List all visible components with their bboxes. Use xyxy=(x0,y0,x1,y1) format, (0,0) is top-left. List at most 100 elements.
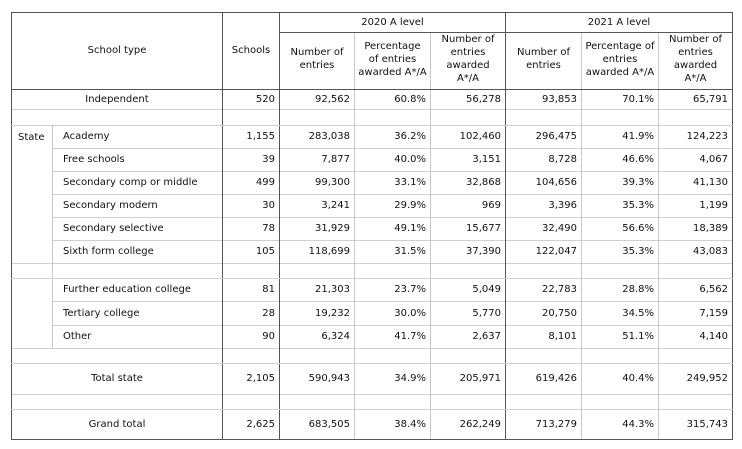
cell-pct-2020: 23.7% xyxy=(354,278,431,301)
cell-awarded-2020: 5,770 xyxy=(430,300,506,325)
cell-schools: 78 xyxy=(222,216,280,240)
cell-schools: 39 xyxy=(222,147,280,171)
cell-schools: 81 xyxy=(222,278,280,301)
table-row-independent: Independent 520 92,562 60.8% 56,278 93,8… xyxy=(11,89,733,109)
cell-pct-2021: 35.3% xyxy=(581,193,659,217)
table-row: Other 90 6,324 41.7% 2,637 8,101 51.1% 4… xyxy=(12,324,733,348)
cell-pct-2020: 41.7% xyxy=(354,324,431,348)
cell-pct-2020: 34.9% xyxy=(354,363,431,394)
cell-pct-2020: 36.2% xyxy=(354,125,431,148)
cell-pct-2021: 41.9% xyxy=(581,125,659,148)
cell-awarded-2021: 43,083 xyxy=(658,239,733,263)
header-2020: 2020 A level xyxy=(279,12,506,33)
row-label: Grand total xyxy=(11,409,223,440)
cell-schools: 520 xyxy=(222,89,280,109)
row-label: Other xyxy=(52,324,223,348)
cell-schools: 105 xyxy=(222,239,280,263)
row-label: Academy xyxy=(52,125,223,148)
cell-awarded-2020: 56,278 xyxy=(430,89,506,109)
table-row: Sixth form college 105 118,699 31.5% 37,… xyxy=(12,239,733,263)
cell-entries-2021: 20,750 xyxy=(505,300,582,325)
cell-pct-2020: 49.1% xyxy=(354,216,431,240)
cell-awarded-2020: 969 xyxy=(430,193,506,217)
row-label: Further education college xyxy=(52,278,223,301)
cell-pct-2021: 46.6% xyxy=(581,147,659,171)
cell-pct-2020: 38.4% xyxy=(354,409,431,440)
cell-entries-2021: 713,279 xyxy=(505,409,582,440)
table-row-grand-total: Grand total 2,625 683,505 38.4% 262,249 … xyxy=(11,409,733,440)
cell-awarded-2021: 18,389 xyxy=(658,216,733,240)
cell-pct-2020: 40.0% xyxy=(354,147,431,171)
table-row-total-state: Total state 2,105 590,943 34.9% 205,971 … xyxy=(11,363,733,394)
cell-entries-2021: 22,783 xyxy=(505,278,582,301)
cell-entries-2020: 21,303 xyxy=(279,278,355,301)
cell-entries-2020: 683,505 xyxy=(279,409,355,440)
table-row: Secondary selective 78 31,929 49.1% 15,6… xyxy=(12,216,733,240)
cell-awarded-2020: 32,868 xyxy=(430,170,506,194)
header-pct-2020: Percentage of entries awarded A*/A xyxy=(354,32,431,85)
cell-awarded-2020: 37,390 xyxy=(430,239,506,263)
table-row: Free schools 39 7,877 40.0% 3,151 8,728 … xyxy=(12,147,733,171)
row-label: Secondary selective xyxy=(52,216,223,240)
cell-entries-2021: 3,396 xyxy=(505,193,582,217)
cell-schools: 2,105 xyxy=(222,363,280,394)
cell-awarded-2020: 262,249 xyxy=(430,409,506,440)
cell-schools: 28 xyxy=(222,300,280,325)
cell-pct-2021: 35.3% xyxy=(581,239,659,263)
cell-entries-2020: 283,038 xyxy=(279,125,355,148)
row-label: Total state xyxy=(11,363,223,394)
cell-awarded-2021: 65,791 xyxy=(658,89,733,109)
table-row: Tertiary college 28 19,232 30.0% 5,770 2… xyxy=(12,300,733,325)
cell-entries-2020: 590,943 xyxy=(279,363,355,394)
cell-pct-2021: 70.1% xyxy=(581,89,659,109)
cell-entries-2020: 19,232 xyxy=(279,300,355,325)
cell-pct-2021: 51.1% xyxy=(581,324,659,348)
row-label: Secondary modern xyxy=(52,193,223,217)
cell-pct-2020: 30.0% xyxy=(354,300,431,325)
a-level-results-table: School type Schools 2020 A level 2021 A … xyxy=(11,12,733,440)
cell-entries-2020: 6,324 xyxy=(279,324,355,348)
cell-entries-2021: 296,475 xyxy=(505,125,582,148)
header-pct-2021: Percentage of entries awarded A*/A xyxy=(581,32,659,85)
table-row: Secondary comp or middle 499 99,300 33.1… xyxy=(12,170,733,194)
cell-awarded-2021: 4,067 xyxy=(658,147,733,171)
header-entries-2021: Number of entries xyxy=(505,32,582,85)
cell-entries-2021: 122,047 xyxy=(505,239,582,263)
header-awarded-2020: Number of entries awarded A*/A xyxy=(430,32,506,85)
cell-awarded-2021: 315,743 xyxy=(658,409,733,440)
cell-awarded-2020: 5,049 xyxy=(430,278,506,301)
cell-entries-2021: 8,101 xyxy=(505,324,582,348)
row-label: Independent xyxy=(11,89,223,109)
cell-schools: 90 xyxy=(222,324,280,348)
cell-pct-2021: 40.4% xyxy=(581,363,659,394)
row-label: Secondary comp or middle xyxy=(52,170,223,194)
table-row: Further education college 81 21,303 23.7… xyxy=(11,278,733,348)
cell-pct-2021: 44.3% xyxy=(581,409,659,440)
header-awarded-2021: Number of entries awarded A*/A xyxy=(658,32,733,85)
header-schools: Schools xyxy=(222,12,280,90)
cell-entries-2021: 104,656 xyxy=(505,170,582,194)
row-label: Free schools xyxy=(52,147,223,171)
cell-schools: 499 xyxy=(222,170,280,194)
cell-pct-2021: 34.5% xyxy=(581,300,659,325)
cell-awarded-2021: 7,159 xyxy=(658,300,733,325)
cell-pct-2021: 56.6% xyxy=(581,216,659,240)
cell-entries-2021: 8,728 xyxy=(505,147,582,171)
state-group-label: State xyxy=(11,125,53,263)
cell-awarded-2021: 41,130 xyxy=(658,170,733,194)
cell-awarded-2021: 6,562 xyxy=(658,278,733,301)
cell-schools: 1,155 xyxy=(222,125,280,148)
cell-awarded-2021: 124,223 xyxy=(658,125,733,148)
cell-entries-2021: 32,490 xyxy=(505,216,582,240)
cell-entries-2021: 93,853 xyxy=(505,89,582,109)
cell-entries-2021: 619,426 xyxy=(505,363,582,394)
cell-pct-2020: 29.9% xyxy=(354,193,431,217)
header-entries-2020: Number of entries xyxy=(279,32,355,85)
row-label: Sixth form college xyxy=(52,239,223,263)
cell-entries-2020: 99,300 xyxy=(279,170,355,194)
cell-entries-2020: 92,562 xyxy=(279,89,355,109)
cell-awarded-2021: 4,140 xyxy=(658,324,733,348)
cell-awarded-2020: 205,971 xyxy=(430,363,506,394)
row-label: Tertiary college xyxy=(52,300,223,325)
header-school-type: School type xyxy=(11,12,223,90)
